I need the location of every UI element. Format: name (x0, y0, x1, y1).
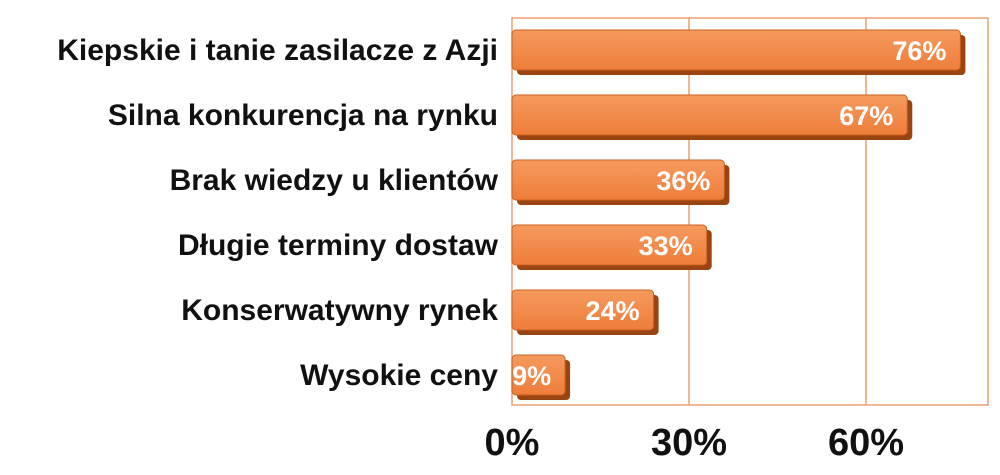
x-axis-ticks: 0% 30% 60% (485, 422, 904, 464)
bar-face (511, 354, 566, 396)
bar-value-label: 36% (656, 166, 710, 196)
bar-5: 9% (511, 354, 571, 400)
x-tick-label-1: 30% (651, 422, 727, 464)
bars-group: 76% 67% 36% 33% 24% 9% (511, 29, 966, 400)
category-label-1: Silna konkurencja na rynku (108, 99, 498, 132)
bar-value-label: 67% (839, 101, 893, 131)
bar-face (511, 224, 708, 266)
category-label-3: Długie terminy dostaw (178, 229, 499, 262)
category-label-5: Wysokie ceny (300, 359, 498, 392)
bar-face (511, 289, 655, 331)
bar-3: 33% (511, 224, 712, 270)
bar-face (511, 29, 961, 71)
bar-value-label: 9% (512, 361, 551, 391)
category-labels: Kiepskie i tanie zasilacze z Azji Silna k… (57, 34, 498, 392)
x-tick-label-0: 0% (485, 422, 540, 464)
gridlines (688, 18, 867, 405)
bar-0: 76% (511, 29, 966, 75)
bar-2: 36% (511, 159, 730, 205)
bar-1: 67% (511, 94, 913, 140)
x-tick-label-2: 60% (828, 422, 904, 464)
bar-value-label: 24% (586, 296, 640, 326)
plot-area-frame (511, 17, 989, 406)
bar-face (511, 94, 908, 136)
category-label-2: Brak wiedzy u klientów (170, 164, 499, 197)
category-label-4: Konserwatywny rynek (181, 294, 498, 327)
bar-face (511, 159, 725, 201)
category-label-0: Kiepskie i tanie zasilacze z Azji (57, 34, 498, 67)
bar-value-label: 76% (892, 36, 946, 66)
bar-4: 24% (511, 289, 659, 335)
bar-value-label: 33% (639, 231, 693, 261)
